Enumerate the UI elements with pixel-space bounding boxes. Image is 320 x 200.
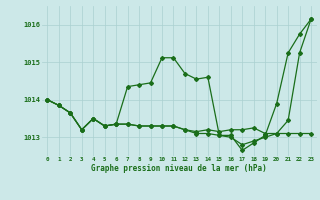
X-axis label: Graphe pression niveau de la mer (hPa): Graphe pression niveau de la mer (hPa) [91,164,267,173]
